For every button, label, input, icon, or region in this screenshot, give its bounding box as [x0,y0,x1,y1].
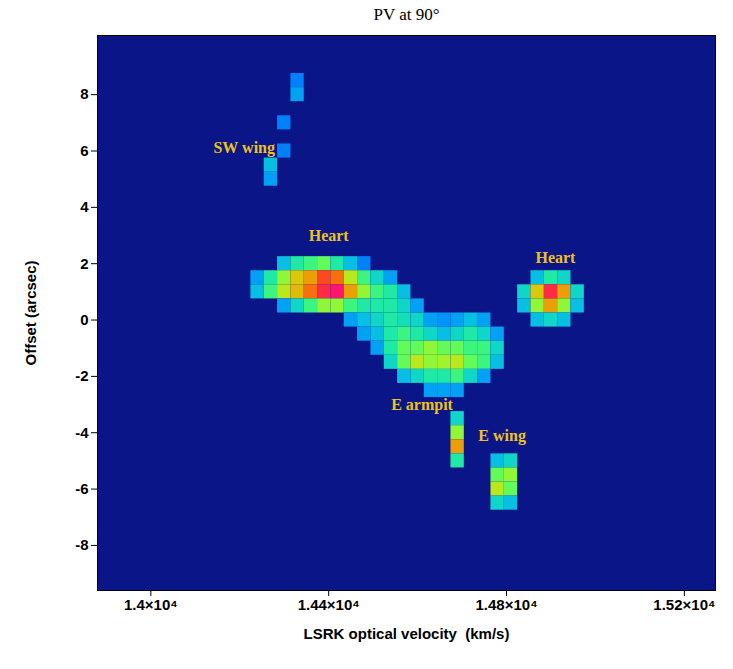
svg-text:2: 2 [80,254,88,271]
svg-text:Offset (arcsec): Offset (arcsec) [22,260,39,365]
svg-text:-4: -4 [75,424,89,441]
svg-text:1.4×10⁴: 1.4×10⁴ [124,596,178,613]
svg-text:0: 0 [80,311,88,328]
svg-text:Heart: Heart [309,227,350,244]
svg-text:1.48×10⁴: 1.48×10⁴ [476,596,538,613]
svg-text:SW wing: SW wing [213,139,275,157]
svg-text:-2: -2 [75,367,88,384]
html-text:PV at 90°: PV at 90° [373,5,440,24]
svg-text:E armpit: E armpit [391,396,453,414]
svg-text:-6: -6 [75,480,88,497]
svg-text:1.52×10⁴: 1.52×10⁴ [653,596,715,613]
svg-text:-8: -8 [75,536,88,553]
svg-text:Heart: Heart [535,249,576,266]
svg-text:1.44×10⁴: 1.44×10⁴ [298,596,360,613]
svg-text:E wing: E wing [478,427,526,445]
svg-text:8: 8 [80,85,88,102]
svg-text:LSRK optical velocity (km/s): LSRK optical velocity (km/s) [304,625,510,642]
svg-text:6: 6 [80,142,88,159]
svg-text:4: 4 [80,198,89,215]
